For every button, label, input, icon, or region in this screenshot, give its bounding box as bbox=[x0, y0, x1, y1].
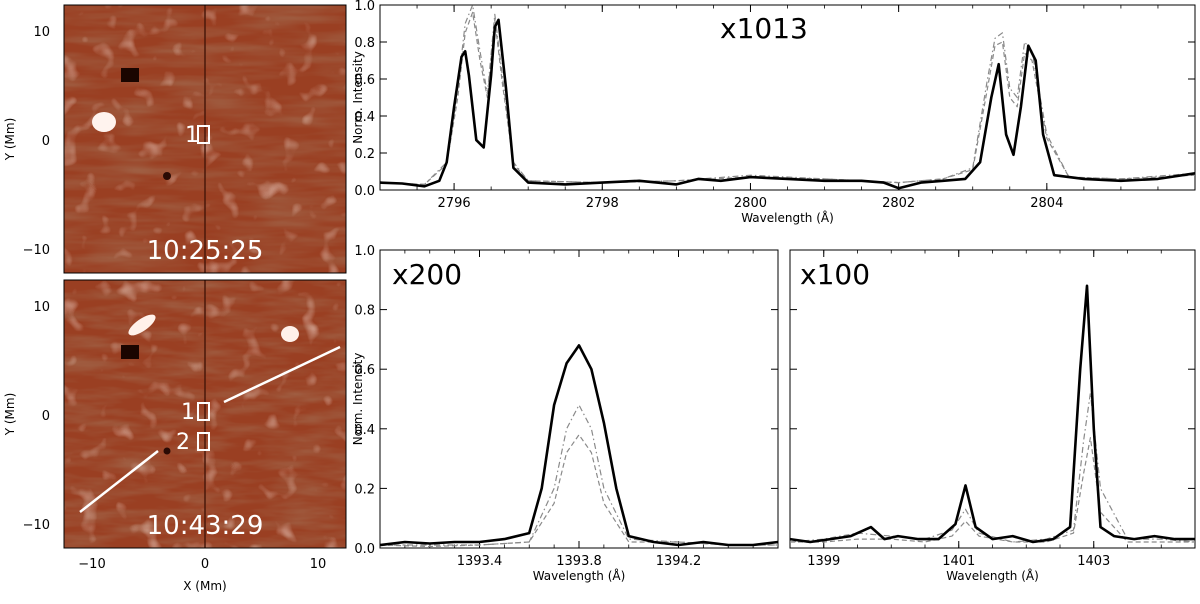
x-tick-label: 1401 bbox=[942, 554, 975, 569]
x-tick-bottom-neg10: −10 bbox=[78, 557, 105, 572]
x-axis-label: Wavelength (Å) bbox=[533, 568, 626, 583]
roi-label-1: 1 bbox=[181, 400, 195, 425]
x-tick-label: 1393.4 bbox=[457, 554, 503, 569]
series-line-dashdot bbox=[380, 404, 778, 546]
cut-line-upper bbox=[223, 345, 341, 404]
series-line-solid bbox=[379, 344, 779, 547]
roi-box-2 bbox=[197, 432, 210, 451]
series-line-solid bbox=[379, 18, 1196, 190]
bright-patch bbox=[92, 112, 116, 132]
roi-box-1 bbox=[197, 402, 210, 421]
chart-panel-mgii: 2796 2798 2800 2802 2804 0.0 0.2 0.4 0.6 0.8 1.0 Wa… bbox=[351, 0, 1196, 225]
series-line-dashdot bbox=[379, 4, 1196, 185]
y-tick-label: 0.0 bbox=[354, 542, 375, 557]
x-tick-bottom-0: 0 bbox=[201, 557, 209, 572]
x-tick-label: 1403 bbox=[1077, 554, 1110, 569]
y-tick-label: 0.4 bbox=[354, 423, 375, 438]
x-tick-label: 2804 bbox=[1030, 196, 1063, 211]
y-tick-label: 0.8 bbox=[354, 304, 375, 319]
roi-label-1: 1 bbox=[185, 123, 199, 148]
x-tick-label: 1394.2 bbox=[656, 554, 702, 569]
y-tick-label: 0.2 bbox=[354, 482, 375, 497]
series-line-solid bbox=[789, 284, 1195, 544]
series-line-dashed bbox=[379, 434, 778, 548]
roi-box-1 bbox=[197, 125, 210, 144]
y-tick-bottom-0: 0 bbox=[42, 409, 50, 424]
plot-frame bbox=[379, 249, 779, 549]
series-line-dashdot bbox=[789, 392, 1196, 543]
y-axis-label: Norm. Intensity bbox=[351, 353, 365, 446]
y-axis-label-bottom: Y (Mm) bbox=[3, 393, 17, 437]
y-axis-label-top: Y (Mm) bbox=[3, 118, 17, 162]
x-axis-label-bottom: X (Mm) bbox=[183, 579, 226, 593]
y-tick-label: 0.2 bbox=[354, 147, 375, 162]
x-tick-label: 2802 bbox=[882, 196, 915, 211]
x-tick-label: 1393.8 bbox=[556, 554, 602, 569]
y-tick-bottom-neg10: −10 bbox=[23, 518, 50, 533]
y-tick-label: 1.0 bbox=[354, 0, 375, 14]
x-tick-label: 2800 bbox=[734, 196, 767, 211]
x-tick-label: 2796 bbox=[438, 196, 471, 211]
y-tick-label: 1.0 bbox=[354, 244, 375, 259]
plot-frame bbox=[789, 249, 1196, 549]
y-tick-top-0: 0 bbox=[42, 134, 50, 149]
dark-patch bbox=[121, 68, 139, 82]
y-tick-bottom-10: 10 bbox=[33, 300, 50, 315]
image-bottom: 1 2 10:43:29 10 0 −10 Y (Mm) −10 0 10 X … bbox=[3, 279, 347, 593]
y-tick-label: 0.6 bbox=[354, 73, 375, 88]
x-tick-bottom-10: 10 bbox=[310, 557, 327, 572]
x-tick-label: 2798 bbox=[586, 196, 619, 211]
timestamp-top: 10:25:25 bbox=[147, 236, 264, 266]
x-tick-label: 1399 bbox=[807, 554, 840, 569]
y-tick-top-neg10: −10 bbox=[23, 243, 50, 258]
cut-line-lower bbox=[79, 450, 159, 513]
x-axis-label: Wavelength (Å) bbox=[946, 568, 1039, 583]
scale-factor-label: x1013 bbox=[720, 12, 808, 45]
timestamp-bottom: 10:43:29 bbox=[147, 511, 264, 541]
y-tick-label: 0.0 bbox=[354, 184, 375, 199]
y-tick-label: 0.6 bbox=[354, 363, 375, 378]
series-line-dashed bbox=[790, 437, 1195, 543]
y-tick-label: 0.8 bbox=[354, 36, 375, 51]
chart-panel-siiv: 1399 1401 1403 Wavelength (Å) x100 bbox=[789, 249, 1196, 583]
y-tick-label: 0.4 bbox=[354, 110, 375, 125]
roi-label-2: 2 bbox=[176, 430, 190, 455]
y-axis-label: Norm. Intensity bbox=[351, 51, 365, 144]
scale-factor-label: x100 bbox=[800, 258, 870, 291]
x-axis-label: Wavelength (Å) bbox=[741, 210, 834, 225]
chart-panel-cii: 1393.4 1393.8 1394.2 0.0 0.2 0.4 0.6 0.8 1.0 Wave… bbox=[351, 244, 779, 583]
scale-factor-label: x200 bbox=[392, 258, 462, 291]
y-tick-top-10: 10 bbox=[33, 25, 50, 40]
image-top: 1 10:25:25 10 0 −10 Y (Mm) bbox=[3, 4, 347, 274]
